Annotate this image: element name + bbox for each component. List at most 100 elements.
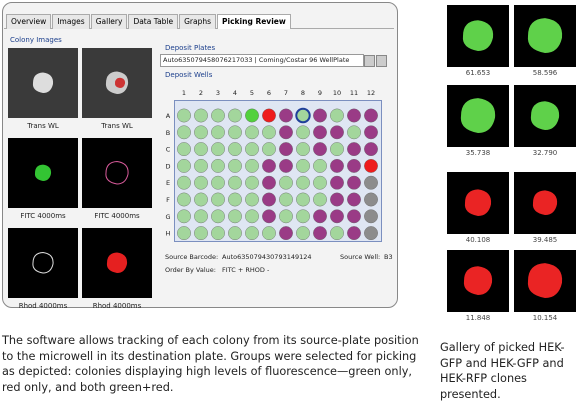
- colony-image: [82, 228, 152, 298]
- well: [177, 209, 191, 224]
- well: [211, 108, 225, 123]
- well: [245, 142, 259, 157]
- colony: [32, 72, 54, 93]
- row-label: F: [166, 196, 170, 204]
- gallery-value: 40.108: [466, 236, 491, 244]
- colony: [106, 252, 128, 273]
- well: [211, 125, 225, 140]
- colony-image: [82, 48, 152, 118]
- well: [296, 192, 310, 207]
- gallery-item: [514, 85, 576, 147]
- dropdown-button[interactable]: [376, 55, 387, 67]
- image-frame: [82, 138, 152, 208]
- gallery-item: [514, 172, 576, 234]
- well: [330, 158, 344, 173]
- well: [296, 175, 310, 190]
- tab[interactable]: Picking Review: [217, 14, 291, 29]
- row-label: B: [166, 129, 170, 137]
- image-caption: Trans WL: [100, 122, 133, 130]
- colony: [460, 98, 496, 133]
- well: [313, 209, 327, 224]
- well: [330, 192, 344, 207]
- graphics: Trans WL Trans WL FITC 4000ms FITC 4000ms Rh…: [8, 5, 576, 322]
- image-frame: [8, 228, 78, 298]
- well: [177, 158, 191, 173]
- well: [262, 125, 276, 140]
- column-label: 1: [182, 89, 186, 97]
- gallery-item: [447, 250, 509, 312]
- well: [279, 209, 293, 224]
- gallery-value: 32.790: [533, 149, 558, 157]
- well: [364, 175, 378, 190]
- well: [245, 209, 259, 224]
- gallery-item: [514, 5, 576, 67]
- well: [211, 192, 225, 207]
- well: [364, 192, 378, 207]
- well: [364, 125, 378, 140]
- well: [245, 125, 259, 140]
- well: [279, 175, 293, 190]
- well: [228, 175, 242, 190]
- well: [211, 209, 225, 224]
- tab[interactable]: Data Table: [128, 14, 179, 29]
- value: Auto635079430793149124: [222, 253, 312, 261]
- well: [347, 125, 361, 140]
- gallery-item: [447, 85, 509, 147]
- tab[interactable]: Images: [52, 14, 90, 29]
- well: [364, 108, 378, 123]
- colony: [463, 266, 493, 295]
- well: [279, 158, 293, 173]
- well: [177, 175, 191, 190]
- well: [211, 226, 225, 241]
- well: [228, 192, 242, 207]
- figure-caption: The software allows tracking of each col…: [2, 334, 419, 394]
- image-caption: FITC 4000ms: [94, 212, 140, 220]
- well: [245, 226, 259, 241]
- label: Order By Value:: [165, 266, 216, 274]
- tab[interactable]: Graphs: [179, 14, 217, 29]
- well: [228, 125, 242, 140]
- gallery-value: 61.653: [466, 69, 491, 77]
- well: [296, 226, 310, 241]
- well: [177, 226, 191, 241]
- well: [347, 226, 361, 241]
- well: [262, 175, 276, 190]
- well: [347, 108, 361, 123]
- well: [194, 175, 208, 190]
- well: [313, 192, 327, 207]
- well: [262, 226, 276, 241]
- gallery-value: 35.738: [466, 149, 491, 157]
- well: [330, 125, 344, 140]
- well: [296, 209, 310, 224]
- well: [295, 107, 311, 124]
- well: [194, 209, 208, 224]
- well: [364, 158, 378, 173]
- column-label: 8: [301, 89, 305, 97]
- well: [194, 108, 208, 123]
- well: [313, 158, 327, 173]
- label: Source Barcode:: [165, 253, 219, 261]
- tab[interactable]: Gallery: [90, 14, 128, 29]
- colony: [34, 164, 52, 181]
- well: [228, 142, 242, 157]
- colony: [105, 160, 129, 185]
- well: [313, 108, 327, 123]
- well: [330, 226, 344, 241]
- well: [177, 142, 191, 157]
- gallery-value: 10.154: [533, 314, 558, 322]
- plate-dropdown[interactable]: Auto635079458076217033 | Coming/Costar 9…: [160, 54, 364, 67]
- well: [296, 158, 310, 173]
- well: [194, 158, 208, 173]
- well: [364, 209, 378, 224]
- gallery-value: 11.848: [466, 314, 491, 322]
- row-label: E: [166, 179, 170, 187]
- tab[interactable]: Overview: [6, 14, 52, 29]
- well: [313, 125, 327, 140]
- gallery-value: 39.485: [533, 236, 558, 244]
- well: [262, 192, 276, 207]
- gallery-item: [514, 250, 576, 312]
- dropdown-button[interactable]: [364, 55, 375, 67]
- well: [228, 226, 242, 241]
- well: [313, 175, 327, 190]
- image-caption: Rhod 4000ms: [93, 302, 142, 310]
